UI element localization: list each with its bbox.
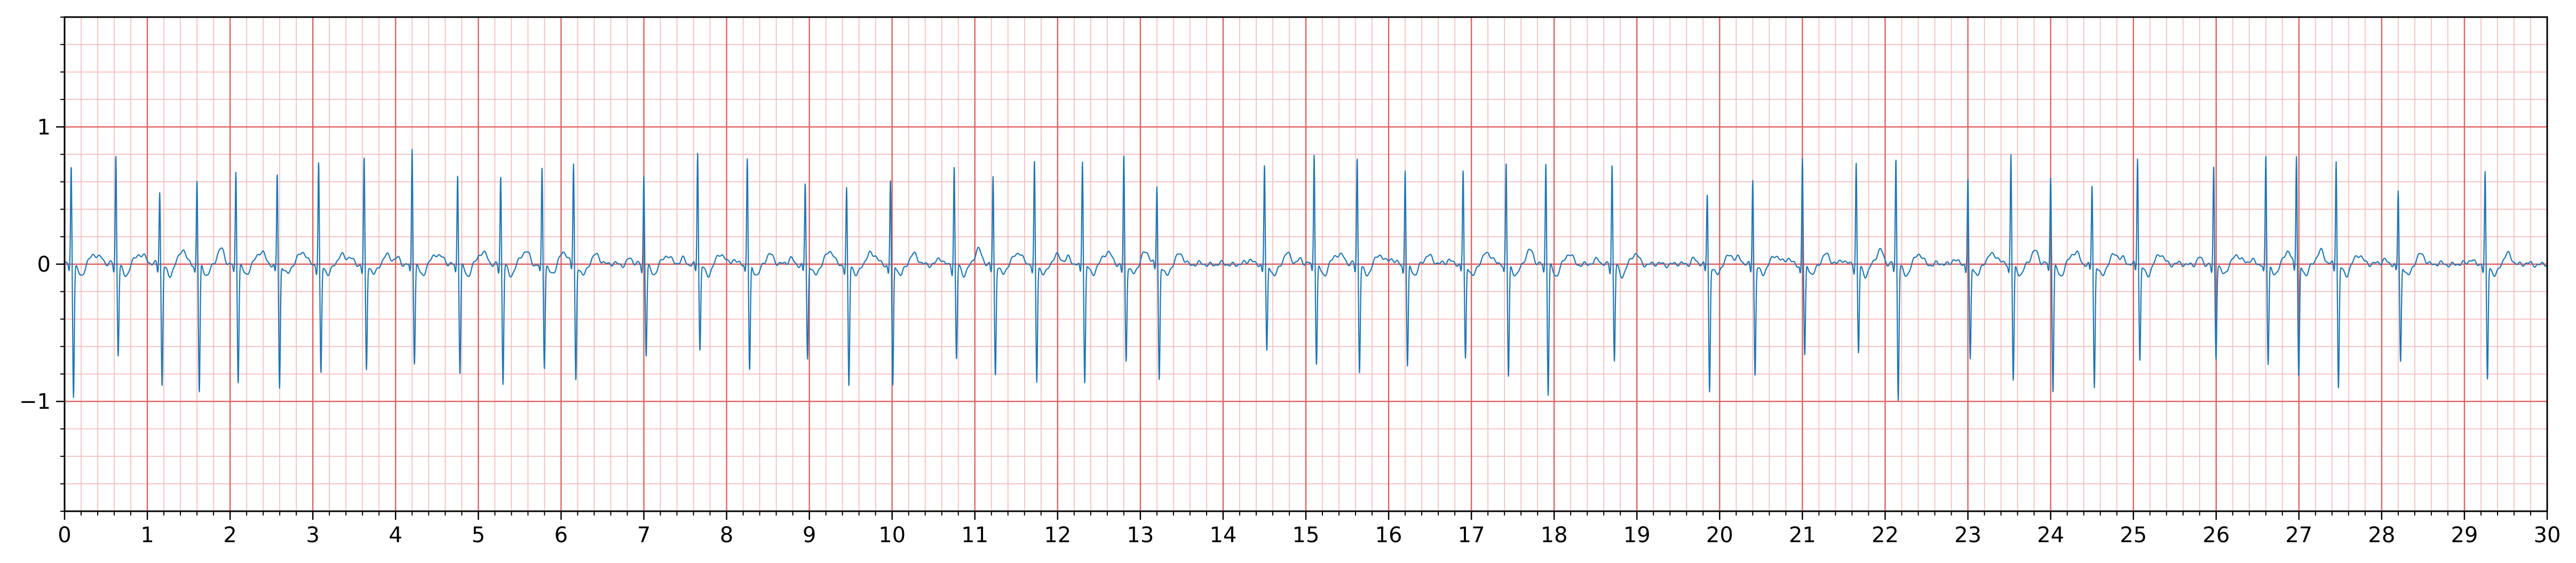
x-tick-label: 12	[1044, 523, 1071, 548]
x-tick-label: 22	[1872, 523, 1899, 548]
x-tick-label: 9	[803, 523, 816, 548]
x-tick-label: 5	[472, 523, 485, 548]
x-tick-label: 11	[961, 523, 988, 548]
x-tick-label: 20	[1706, 523, 1733, 548]
x-tick-label: 23	[1954, 523, 1981, 548]
x-tick-label: 2	[223, 523, 236, 548]
x-tick-label: 28	[2368, 523, 2395, 548]
x-axis: 0 1 2 3 4 5 6 7 8 9 10 11 12 13 14 15 16 17 18 19 20 21 22 23 24…	[58, 511, 2561, 548]
x-tick-label: 25	[2120, 523, 2147, 548]
x-tick-label: 6	[554, 523, 568, 548]
x-tick-label: 8	[720, 523, 733, 548]
y-tick-label: 1	[37, 115, 51, 140]
x-tick-label: 29	[2451, 523, 2478, 548]
x-tick-label: 17	[1458, 523, 1485, 548]
series-line	[64, 148, 2548, 401]
x-tick-label: 26	[2202, 523, 2230, 548]
x-tick-label: 0	[58, 523, 71, 548]
x-tick-label: 18	[1541, 523, 1568, 548]
x-tick-label: 4	[389, 523, 402, 548]
x-tick-label: 14	[1209, 523, 1237, 548]
x-tick-label: 30	[2534, 523, 2561, 548]
x-tick-label: 1	[140, 523, 154, 548]
x-tick-label: 13	[1127, 523, 1154, 548]
y-tick-label: −1	[19, 390, 51, 414]
y-axis: −1 0 1	[19, 17, 65, 512]
y-tick-label: 0	[37, 252, 51, 277]
x-tick-label: 16	[1375, 523, 1402, 548]
x-tick-label: 10	[878, 523, 906, 548]
x-tick-label: 19	[1623, 523, 1651, 548]
x-tick-label: 7	[637, 523, 651, 548]
x-tick-label: 24	[2037, 523, 2064, 548]
x-tick-label: 21	[1789, 523, 1816, 548]
x-tick-label: 15	[1293, 523, 1320, 548]
x-tick-label: 3	[306, 523, 319, 548]
x-tick-label: 27	[2285, 523, 2312, 548]
